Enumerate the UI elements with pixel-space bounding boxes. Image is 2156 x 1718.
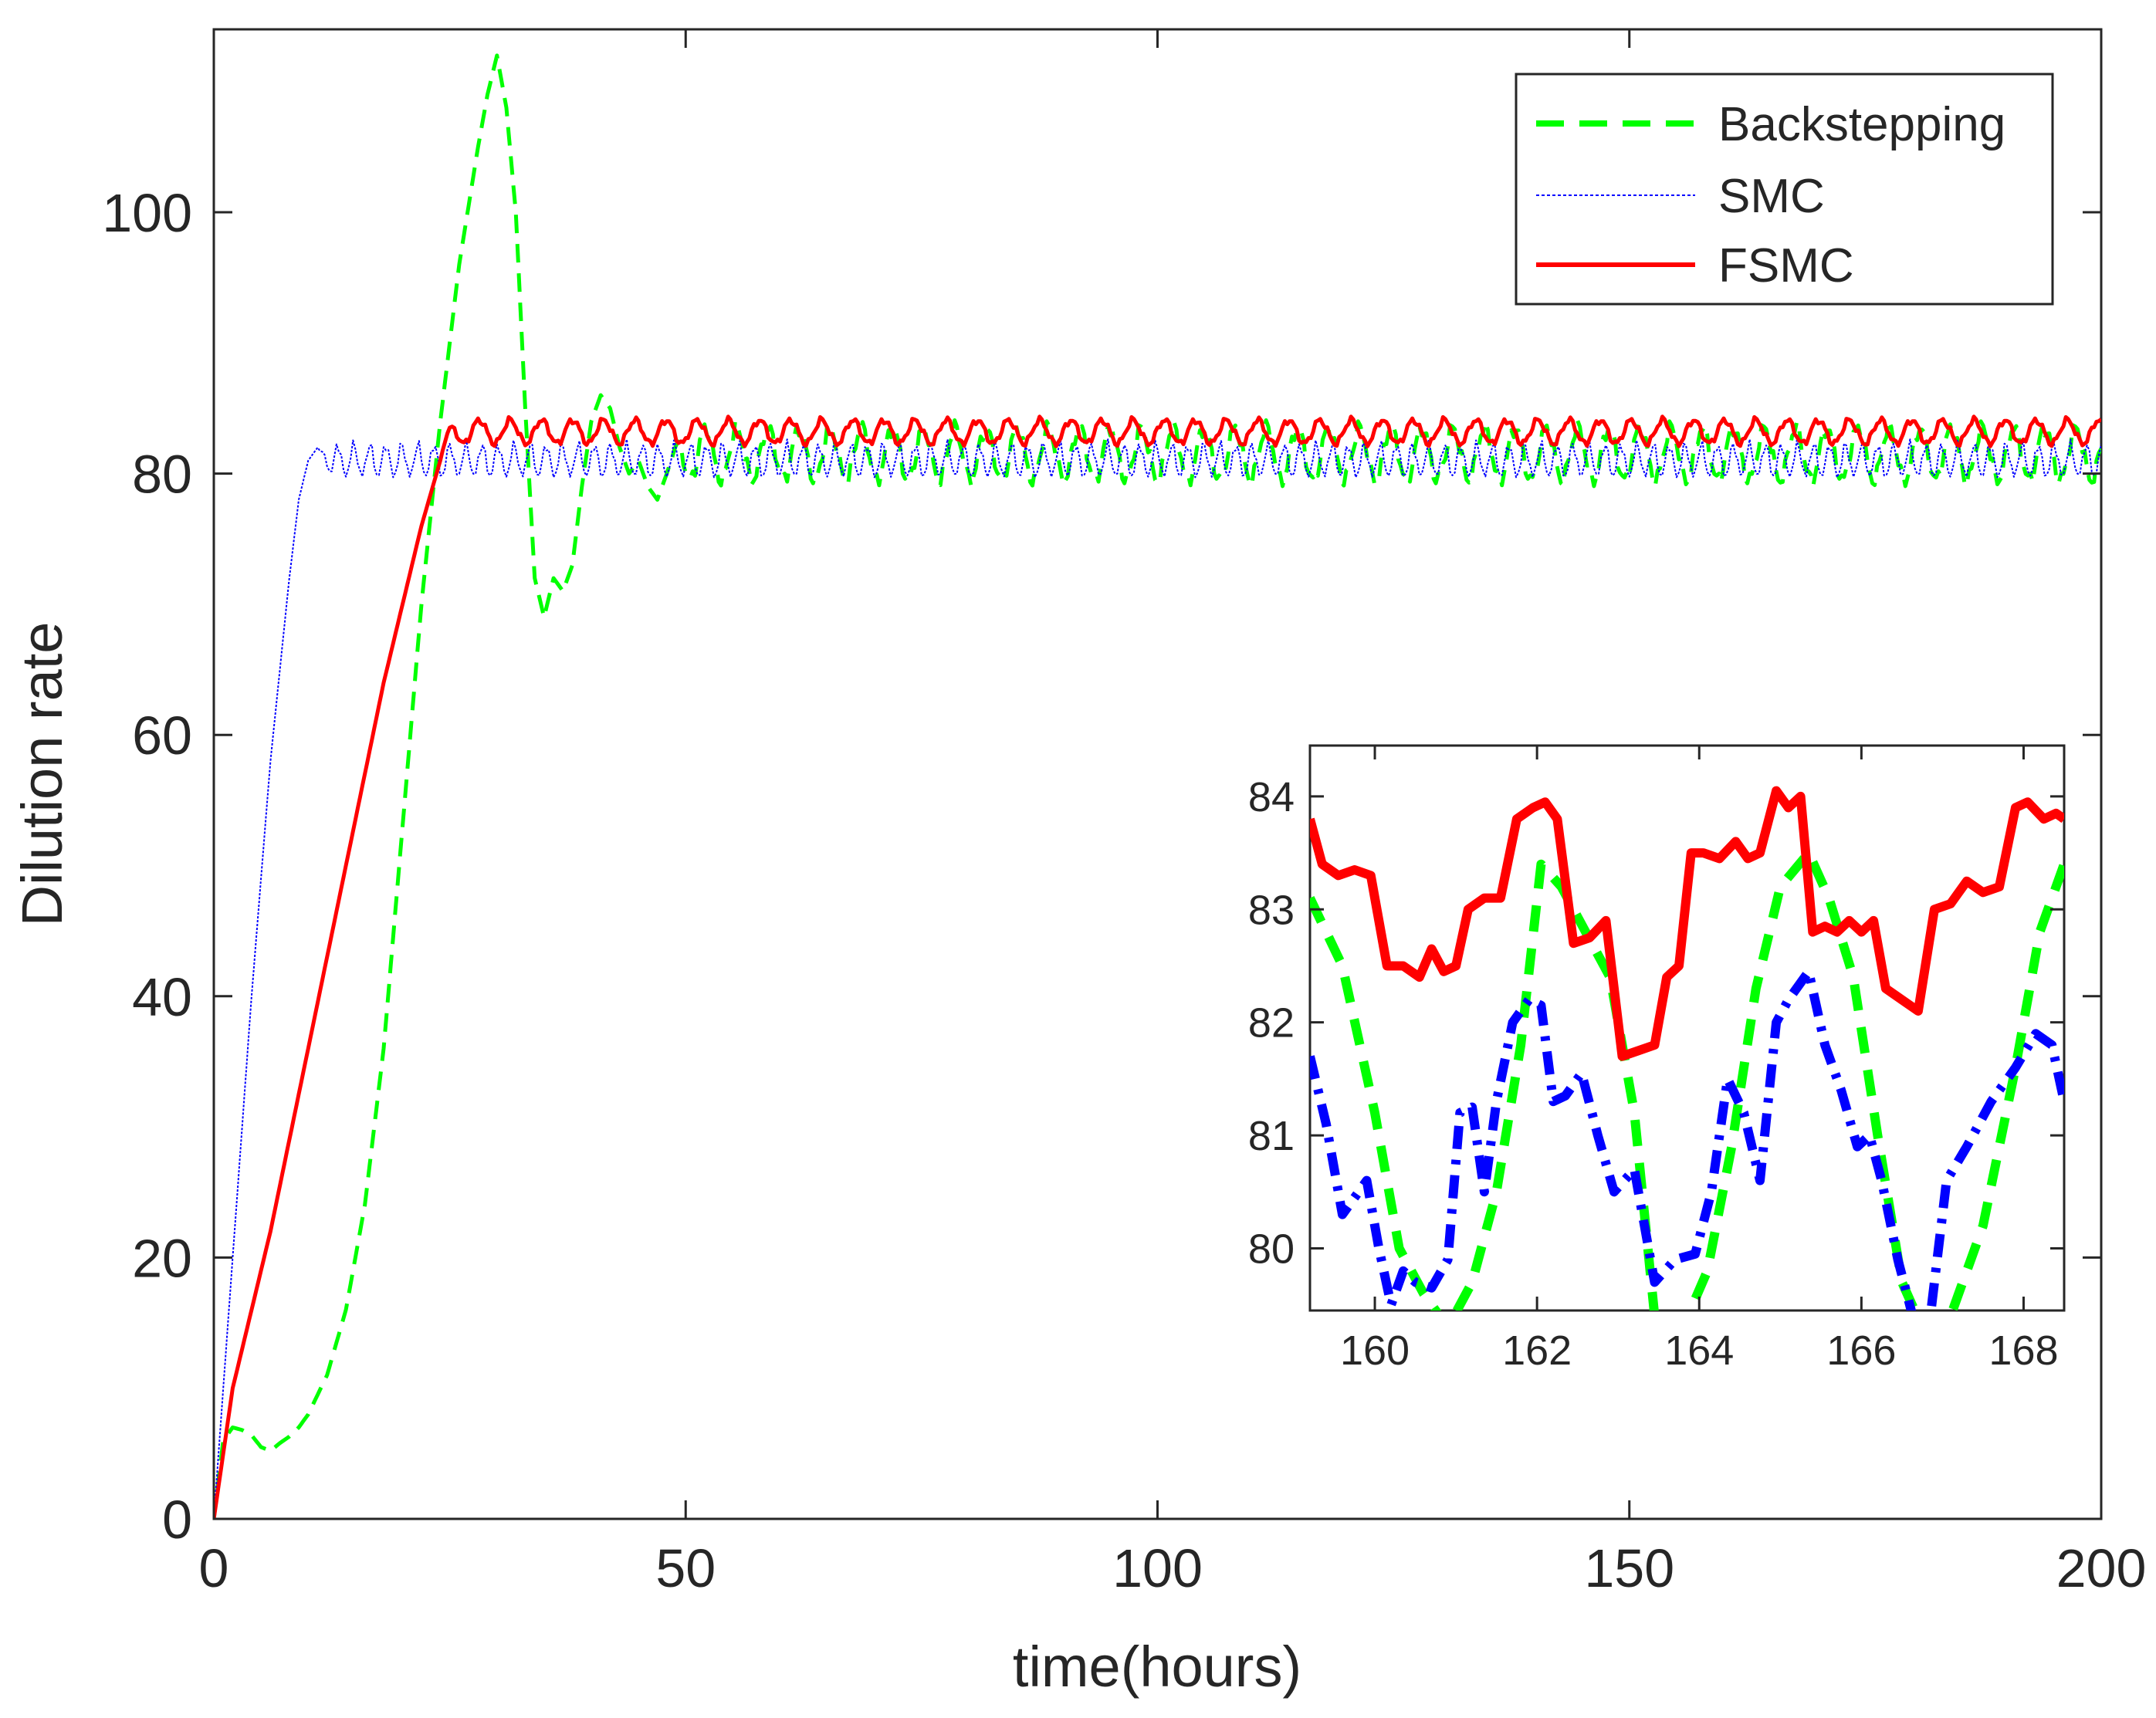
main-x-tick-label: 200 <box>2056 1538 2147 1598</box>
inset-series-smc <box>1310 966 2064 1310</box>
main-x-tick-label: 100 <box>1112 1538 1203 1598</box>
inset-y-tick-label: 80 <box>1248 1226 1295 1272</box>
inset-plot-frame <box>1308 744 2066 1312</box>
inset-x-tick-label: 168 <box>1988 1327 2058 1374</box>
main-series-smc <box>214 438 2101 1519</box>
inset-x-tick-label: 166 <box>1826 1327 1896 1374</box>
main-series-fsmc <box>214 414 2101 1519</box>
legend-label-backstepping: Backstepping <box>1718 98 2005 151</box>
main-y-tick-label: 80 <box>132 445 192 505</box>
x-axis-label: time(hours) <box>1013 1635 1301 1699</box>
main-series-group <box>214 53 2101 1519</box>
main-y-tick-label: 60 <box>132 705 192 766</box>
main-x-tick-label: 150 <box>1584 1538 1674 1598</box>
main-y-tick-label: 40 <box>132 967 192 1027</box>
inset-x-tick-label: 160 <box>1340 1327 1410 1374</box>
legend-label-smc: SMC <box>1718 170 1825 223</box>
main-y-tick-label: 20 <box>132 1228 192 1288</box>
inset-y-tick-label: 81 <box>1248 1113 1295 1159</box>
main-tick-group: 0 50 100 150 200 0 20 40 60 80 100 <box>102 29 2146 1598</box>
inset-x-tick-label: 162 <box>1502 1327 1572 1374</box>
inset-y-tick-label: 83 <box>1248 887 1295 933</box>
main-x-tick-label: 50 <box>655 1538 716 1598</box>
inset-x-tick-label: 164 <box>1664 1327 1734 1374</box>
main-series-backstepping <box>214 53 2101 1519</box>
main-y-tick-label: 0 <box>162 1490 192 1550</box>
y-axis-label: Dilution rate <box>10 622 74 927</box>
legend-label-fsmc: FSMC <box>1718 239 1854 293</box>
inset-series-fsmc <box>1310 786 2064 1061</box>
main-y-tick-label: 100 <box>102 183 192 243</box>
inset-plot: 160 162 164 166 168 80 81 82 83 84 <box>1248 744 2066 1374</box>
inset-series-group <box>1310 786 2064 1310</box>
inset-y-tick-label: 82 <box>1248 1000 1295 1047</box>
inset-y-tick-label: 84 <box>1248 774 1295 820</box>
main-x-tick-label: 0 <box>199 1538 229 1598</box>
inset-tick-group: 160 162 164 166 168 80 81 82 83 84 <box>1248 746 2064 1374</box>
legend: Backstepping SMC FSMC <box>1515 73 2054 306</box>
